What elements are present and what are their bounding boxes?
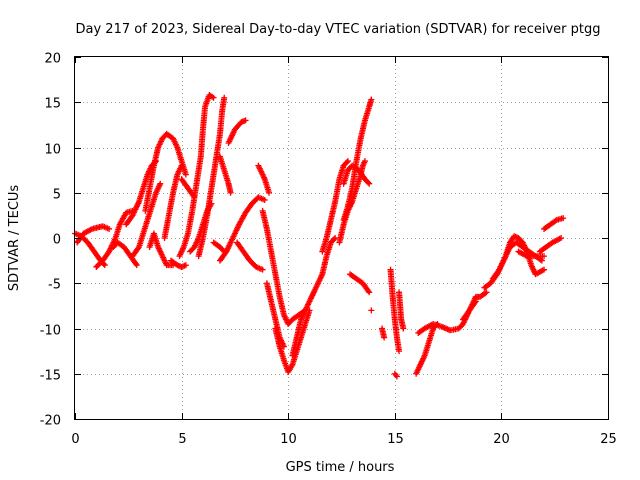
x-tick-label: 0 xyxy=(71,432,79,447)
plot-frame xyxy=(74,56,609,420)
data-point xyxy=(331,236,338,243)
data-point xyxy=(483,289,490,296)
data-point xyxy=(471,299,478,306)
axis-ticks: 0 5 10 15 20 25 -20 -15 -10 -5 0 5 10 15 20 xyxy=(40,52,617,448)
data-point xyxy=(178,162,185,169)
chart-title: Day 217 of 2023, Sidereal Day-to-day VTE… xyxy=(76,22,601,37)
y-tick-label: 5 xyxy=(53,188,61,203)
data-point xyxy=(560,215,567,222)
data-point xyxy=(482,290,489,297)
data-point xyxy=(170,262,177,269)
data-point xyxy=(365,288,372,295)
data-point xyxy=(541,253,548,260)
data-point xyxy=(558,235,565,241)
data-point xyxy=(190,192,197,199)
y-tick-label: -5 xyxy=(48,278,61,293)
data-point xyxy=(368,96,375,103)
data-point xyxy=(191,194,198,201)
data-point xyxy=(472,298,479,305)
y-axis-label: SDTVAR / TECUs xyxy=(7,185,22,292)
data-point xyxy=(227,189,234,196)
x-tick-label: 25 xyxy=(600,432,617,447)
data-points xyxy=(72,92,567,380)
data-point xyxy=(343,159,350,166)
x-axis-label: GPS time / hours xyxy=(286,460,395,475)
data-point xyxy=(332,235,339,241)
y-tick-label: -20 xyxy=(40,414,61,429)
y-tick-label: 20 xyxy=(44,52,61,67)
data-point xyxy=(221,94,228,101)
x-tick-label: 5 xyxy=(178,432,186,447)
data-point xyxy=(106,225,113,232)
data-point xyxy=(242,117,249,124)
data-point xyxy=(381,334,388,341)
data-point xyxy=(261,196,268,203)
data-point xyxy=(259,266,266,273)
data-point xyxy=(208,200,215,207)
data-point xyxy=(361,158,368,165)
x-tick-label: 20 xyxy=(493,432,510,447)
data-point xyxy=(182,262,189,269)
y-tick-label: -10 xyxy=(40,324,61,339)
y-tick-label: 15 xyxy=(44,97,61,112)
y-tick-label: 0 xyxy=(53,233,61,248)
data-point xyxy=(393,373,400,380)
data-point xyxy=(182,171,189,178)
data-point xyxy=(132,260,139,267)
data-point xyxy=(133,262,140,269)
data-point xyxy=(396,348,403,355)
data-point xyxy=(400,325,407,332)
data-point xyxy=(344,158,351,165)
x-tick-label: 10 xyxy=(280,432,297,447)
y-tick-label: -15 xyxy=(40,369,61,384)
y-tick-label: 10 xyxy=(44,143,61,158)
data-point xyxy=(368,307,375,314)
data-point xyxy=(392,372,399,379)
x-tick-label: 15 xyxy=(387,432,404,447)
data-point xyxy=(366,289,373,296)
data-point xyxy=(541,266,548,273)
data-point xyxy=(210,94,217,101)
data-point xyxy=(101,262,108,269)
data-point xyxy=(365,179,372,186)
data-point xyxy=(157,180,164,187)
data-point xyxy=(366,180,373,187)
data-point xyxy=(266,189,273,196)
